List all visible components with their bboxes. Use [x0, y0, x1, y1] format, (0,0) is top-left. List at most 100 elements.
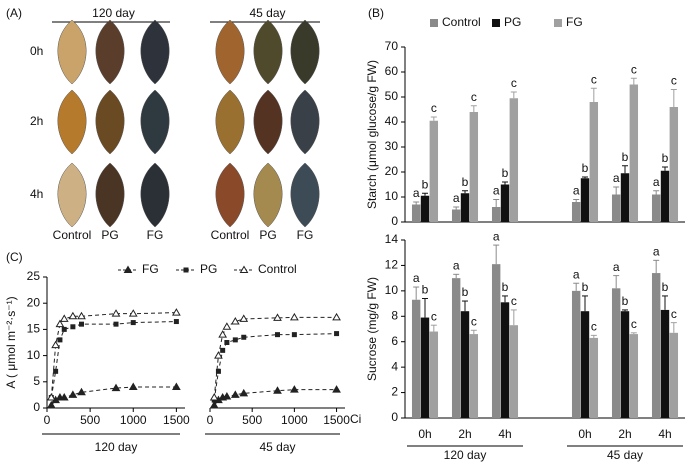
bar — [580, 178, 590, 222]
legend-swatch — [492, 19, 500, 27]
marker — [55, 319, 65, 328]
y-tick-label: 60 — [385, 64, 399, 78]
significance-letter: a — [453, 191, 460, 205]
marker — [59, 314, 69, 322]
x-tick-label: 0h — [578, 427, 591, 441]
marker — [241, 334, 247, 340]
bar — [620, 173, 630, 222]
marker — [224, 340, 230, 345]
marker — [77, 311, 86, 320]
significance-letter: c — [431, 101, 437, 115]
leaf — [290, 89, 320, 155]
leaf — [215, 89, 245, 155]
bar — [451, 278, 461, 418]
significance-letter: b — [502, 280, 509, 294]
marker — [230, 390, 240, 398]
y-tick-label: 6 — [391, 334, 398, 348]
leaf — [95, 162, 125, 228]
significance-letter: b — [462, 285, 469, 299]
x-tick-label: 4h — [498, 427, 511, 441]
legend-label: Control — [258, 262, 297, 276]
panel-label: (C) — [6, 250, 23, 264]
bar — [669, 332, 679, 418]
leaf — [140, 162, 170, 228]
x-tick-label: 4h — [658, 427, 671, 441]
significance-letter: a — [573, 184, 580, 198]
bar — [469, 334, 479, 418]
x-tick-label: 0 — [44, 413, 51, 427]
marker — [334, 331, 340, 337]
marker — [79, 321, 84, 327]
significance-letter: c — [431, 309, 437, 323]
x-tick-label: 2h — [618, 427, 631, 441]
marker — [172, 382, 181, 391]
column-label: PG — [101, 228, 118, 242]
column-label: Control — [53, 228, 92, 242]
significance-letter: b — [502, 166, 509, 180]
significance-letter: a — [493, 184, 500, 198]
marker — [332, 385, 341, 393]
marker — [232, 337, 238, 343]
y-tick-label: 40 — [385, 114, 399, 128]
marker — [61, 326, 67, 332]
bar — [589, 102, 599, 222]
marker — [332, 312, 341, 321]
panel-label: (B) — [368, 6, 384, 20]
marker — [209, 400, 219, 409]
series-line — [50, 312, 177, 398]
marker — [46, 400, 56, 409]
bar — [571, 202, 581, 222]
row-label: 0h — [30, 44, 43, 58]
marker — [291, 332, 297, 338]
leaf — [140, 19, 170, 85]
bar — [660, 170, 670, 222]
group-label: 45 day — [249, 6, 285, 20]
legend-label: FG — [566, 15, 583, 29]
marker — [209, 393, 219, 401]
bar — [580, 311, 590, 418]
bar — [509, 325, 519, 418]
bar — [411, 299, 421, 418]
marker — [183, 267, 189, 273]
y-tick-label: 2 — [391, 385, 398, 399]
y-tick-label: 10 — [385, 283, 399, 297]
column-label: FG — [147, 228, 164, 242]
leaf — [253, 19, 283, 85]
significance-letter: b — [662, 151, 669, 165]
leaf — [290, 162, 320, 228]
legend-swatch — [554, 19, 562, 27]
marker — [46, 393, 56, 401]
bar — [620, 311, 630, 418]
marker — [239, 388, 249, 397]
series-line — [213, 333, 337, 401]
significance-letter: b — [462, 175, 469, 189]
significance-letter: c — [591, 72, 597, 86]
bar — [469, 112, 479, 222]
bar — [451, 209, 461, 222]
column-label: PG — [259, 228, 276, 242]
significance-letter: c — [591, 320, 597, 334]
legend-label: PG — [504, 15, 521, 29]
bar — [611, 288, 621, 418]
significance-letter: a — [493, 229, 500, 243]
row-label: 4h — [30, 187, 43, 201]
marker — [214, 351, 223, 359]
marker — [59, 393, 69, 401]
x-axis-label: Ci — [350, 412, 361, 426]
series-line — [213, 316, 337, 398]
x-tick-label: 0 — [207, 413, 214, 427]
y-tick-label: 12 — [385, 258, 399, 272]
leaf — [290, 19, 320, 85]
x-tick-label: 1500 — [163, 413, 190, 427]
y-axis-label: Sucrose (mg/g FW) — [365, 277, 379, 381]
marker — [222, 391, 232, 400]
leaf — [140, 89, 170, 155]
significance-letter: c — [671, 307, 677, 321]
leaf — [253, 89, 283, 155]
x-tick-label: 1500 — [323, 413, 350, 427]
significance-letter: a — [613, 260, 620, 274]
column-label: FG — [297, 228, 314, 242]
bar — [491, 207, 501, 222]
marker — [273, 313, 282, 321]
